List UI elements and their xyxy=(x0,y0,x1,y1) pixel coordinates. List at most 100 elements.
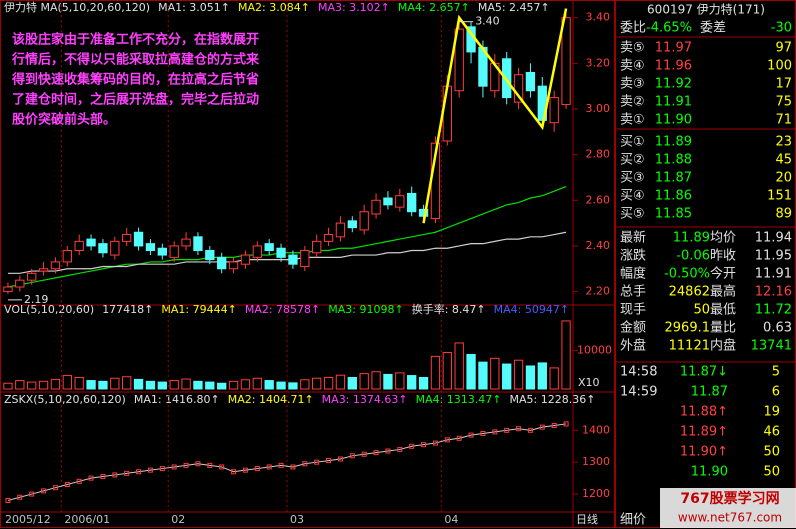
candle-body xyxy=(323,234,334,242)
quote-cell: 2969.1 xyxy=(665,321,711,336)
volume-bar xyxy=(15,380,25,390)
quote-cell: 11.89 xyxy=(673,231,710,246)
quote-title: 600197 伊力特(171) xyxy=(647,2,765,17)
volume-bar xyxy=(240,379,251,390)
quote-cell: 11.91 xyxy=(655,95,692,110)
quote-cell: 5 xyxy=(772,365,780,380)
candle-body xyxy=(240,254,251,265)
candle-body xyxy=(228,261,239,270)
watermark-box xyxy=(660,488,796,528)
volume-bar xyxy=(323,376,334,390)
quote-cell: 最低 xyxy=(710,303,736,318)
quote-cell: 89 xyxy=(775,207,792,222)
candle-body xyxy=(525,71,536,92)
volume-bar xyxy=(252,377,262,390)
index-point xyxy=(373,450,379,456)
candle-body xyxy=(395,195,405,208)
volume-bar xyxy=(27,381,37,390)
index-point xyxy=(551,423,557,429)
volume-bar xyxy=(169,380,179,390)
index-point xyxy=(76,478,82,484)
quote-cell: 0.63 xyxy=(763,321,792,336)
index-point xyxy=(337,456,343,462)
candle-body xyxy=(38,268,49,272)
y-tick-label: 2.80 xyxy=(586,148,611,161)
y-tick-label: 2.20 xyxy=(586,285,611,298)
volume-bar xyxy=(418,376,429,390)
quote-cell: 内盘 xyxy=(710,338,736,354)
quote-cell: 11.88 xyxy=(655,153,692,168)
volume-bar xyxy=(513,359,524,390)
quote-cell: 23 xyxy=(775,135,792,150)
y-tick-label: 1200 xyxy=(582,487,610,500)
header-item: MA4: 1313.47↑ xyxy=(416,393,502,406)
index-point xyxy=(64,482,70,487)
quote-cell: 11121 xyxy=(669,339,710,354)
header-item: MA1: 1416.80↑ xyxy=(134,393,220,406)
x-tick-label: 02 xyxy=(171,513,185,526)
quote-cell: 75 xyxy=(775,95,792,110)
volume-bar xyxy=(430,355,441,390)
quote-cell: 金额 xyxy=(620,320,646,336)
low-label: 2.19 xyxy=(24,293,49,306)
y-tick-label: 3.20 xyxy=(586,56,611,69)
header-item: MA2: 1404.71↑ xyxy=(228,393,314,406)
y-tick-label: 3.40 xyxy=(586,11,611,24)
quote-cell: 11.89 xyxy=(655,135,692,150)
quote-cell: 买⑤ xyxy=(620,207,645,222)
quote-cell: -4.65% xyxy=(646,21,692,36)
quote-cell: 11.89↑ xyxy=(680,425,728,440)
quote-cell: 卖② xyxy=(620,95,645,110)
quote-cell: 97 xyxy=(775,41,792,56)
volume-bar xyxy=(38,380,49,390)
quote-cell: 20 xyxy=(775,171,792,186)
header-item: MA5: 2.457↑ xyxy=(478,1,550,14)
candle-body xyxy=(27,272,37,281)
header-item: MA1: 3.051↑ xyxy=(158,1,230,14)
candle-body xyxy=(371,199,381,215)
quote-cell: 11.92 xyxy=(655,77,692,92)
x-tick-label: 2006/01 xyxy=(64,513,110,526)
candle-body xyxy=(86,238,96,247)
quote-cell: 12.16 xyxy=(755,285,792,300)
unit-label: X10 xyxy=(578,376,600,389)
high-label: 3.40 xyxy=(475,15,500,28)
candle-body xyxy=(442,85,452,142)
volume-bar xyxy=(371,371,381,390)
index-point xyxy=(52,485,58,491)
index-point xyxy=(136,469,142,475)
index-point xyxy=(159,466,165,472)
candle-body xyxy=(383,197,393,206)
quote-cell: 卖⑤ xyxy=(620,41,645,56)
index-point xyxy=(219,464,225,470)
index-point xyxy=(504,427,510,433)
annotation: 行情后，不得以只能采取拉高建仓的方式来 xyxy=(11,52,260,68)
watermark-title: 767股票学习网 xyxy=(680,490,779,507)
volume-bar xyxy=(395,372,405,390)
quote-cell: 卖④ xyxy=(620,59,645,74)
quote-cell: -0.50% xyxy=(664,267,710,282)
candle-body xyxy=(74,240,84,252)
index-point xyxy=(112,472,118,478)
quote-cell: 11.90 xyxy=(655,113,692,128)
volume-bar xyxy=(86,380,96,390)
volume-bar xyxy=(50,378,61,390)
index-point xyxy=(100,474,106,480)
quote-cell: 11.95 xyxy=(755,249,792,264)
quote-cell: 100 xyxy=(767,59,792,74)
quote-cell: 最高 xyxy=(710,284,736,300)
volume-bar xyxy=(549,367,559,390)
quote-cell: 现手 xyxy=(620,303,646,318)
watermark-url: www.net767.com xyxy=(678,511,782,525)
candle-body xyxy=(549,97,559,124)
volume-bar xyxy=(312,377,322,390)
quote-cell: 买③ xyxy=(620,171,645,186)
volume-bar xyxy=(300,379,310,390)
index-point xyxy=(207,462,213,468)
header-item: 换手率: 8.47↑ xyxy=(412,302,486,316)
quote-cell: 151 xyxy=(767,189,792,204)
header-item: MA3: 3.102↑ xyxy=(318,1,390,14)
index-point xyxy=(242,467,248,473)
y-tick-label: 2.60 xyxy=(586,193,611,206)
